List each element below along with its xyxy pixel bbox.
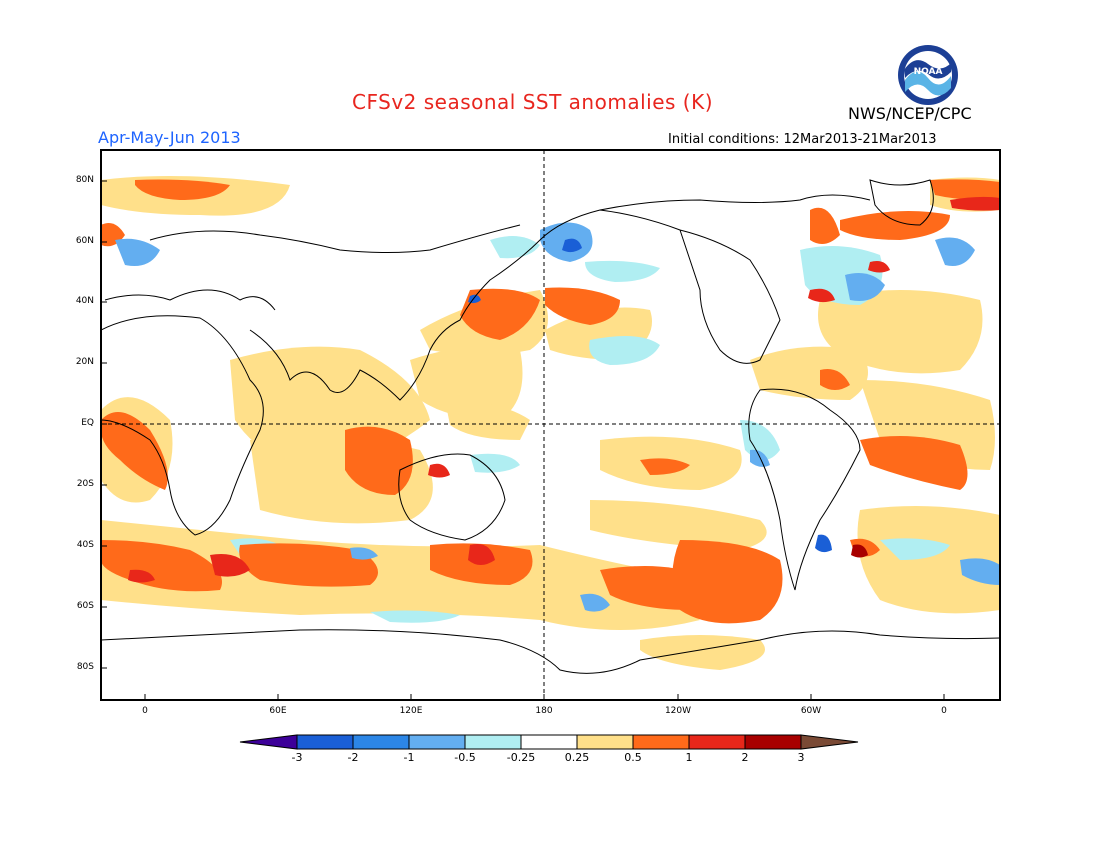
colorbar-swatch [464,734,522,750]
very-warm-anomaly [851,544,868,558]
coastlines [101,179,1000,674]
lat-label-20s: 20S [76,479,94,489]
lon-label-60w: 60W [800,706,822,716]
lat-label-80s: 80S [76,662,94,672]
colorbar-arrow-high [800,734,859,750]
lon-label-60e: 60E [269,706,287,716]
lon-label-0-east: 0 [941,706,947,716]
lon-label-180: 180 [535,706,553,716]
lon-label-120e: 120E [399,706,423,716]
colorbar-arrow-low [239,734,298,750]
colorbar-label-1: 1 [685,751,693,764]
lat-label-40n: 40N [75,296,94,306]
colorbar-swatch [688,734,746,750]
lon-label-0-west: 0 [142,706,148,716]
colorbar-label-neg1: -1 [403,751,415,764]
colorbar-label-neg0-5: -0.5 [454,751,476,764]
strong-warm-anomaly [128,196,1000,583]
lat-label-60n: 60N [75,236,94,246]
lon-label-120w: 120W [664,706,692,716]
agency-label: NWS/NCEP/CPC [848,104,972,123]
colorbar-label-neg2: -2 [347,751,359,764]
noaa-logo-text: NOAA [914,67,943,77]
colorbar-label-2: 2 [741,751,749,764]
colorbar-swatch [408,734,466,750]
colorbar-label-neg3: -3 [291,751,303,764]
lat-label-20n: 20N [75,357,94,367]
noaa-logo: NOAA [898,45,958,105]
colorbar-swatch [744,734,802,750]
map-frame [100,149,1001,701]
colorbar-swatch [296,734,354,750]
lat-label-eq: EQ [81,418,94,428]
anomaly-fields [101,176,1000,674]
axis-ticks [101,180,945,700]
initial-conditions: Initial conditions: 12Mar2013-21Mar2013 [668,132,937,147]
lat-label-60s: 60S [76,601,94,611]
colorbar-label-0-25: 0.25 [564,751,590,764]
colorbar-label-neg0-25: -0.25 [506,751,536,764]
colorbar-label-3: 3 [797,751,805,764]
colorbar-swatch [352,734,410,750]
colorbar-swatch [576,734,634,750]
lat-label-80n: 80N [75,175,94,185]
map-title: CFSv2 seasonal SST anomalies (K) [352,90,713,114]
lat-label-40s: 40S [76,540,94,550]
forecast-period: Apr-May-Jun 2013 [98,128,241,147]
colorbar-swatch [632,734,690,750]
colorbar-swatch [520,734,578,750]
colorbar-label-0-5: 0.5 [624,751,642,764]
